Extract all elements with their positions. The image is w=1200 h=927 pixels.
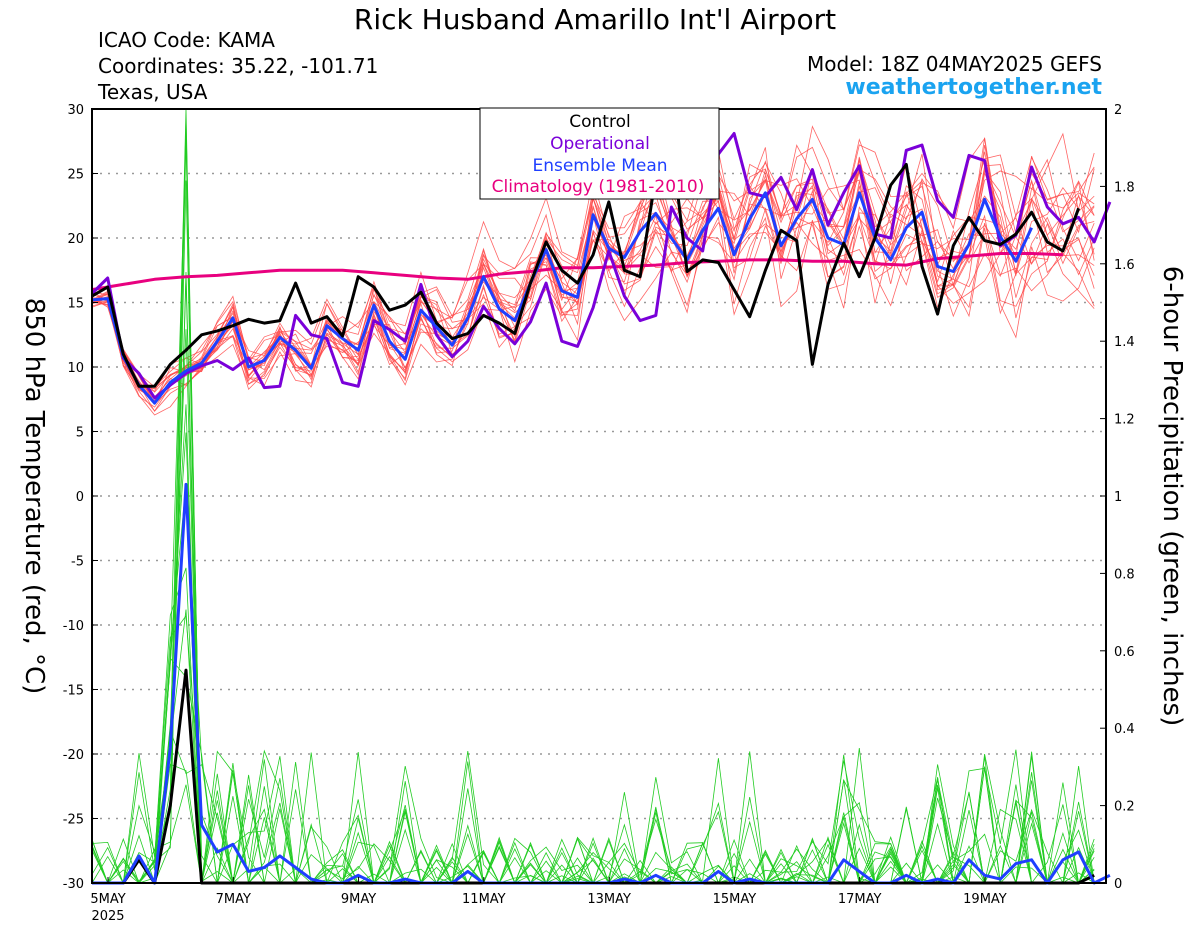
y-left-tick-label: 5 <box>76 426 84 441</box>
series-line-ensemble-mean-precipitation <box>92 482 1111 885</box>
y-left-tick-label: -15 <box>63 684 84 699</box>
icao-code: ICAO Code: KAMA <box>98 28 275 52</box>
precip-members <box>91 108 1095 885</box>
site-link[interactable]: weathertogether.net <box>845 75 1102 100</box>
model-run: Model: 18Z 04MAY2025 GEFS <box>807 52 1102 76</box>
y-right-tick-label: 1.4 <box>1114 335 1135 350</box>
y-right-tick-label: 0.8 <box>1114 567 1135 582</box>
series-line-control-precipitation <box>92 668 1095 885</box>
y-left-tick-label: 30 <box>67 103 84 118</box>
chart-title: Rick Husband Amarillo Int'l Airport <box>353 3 837 36</box>
legend-operational: Operational <box>550 134 650 154</box>
grid-lines <box>92 172 1106 820</box>
x-tick-label: 17MAY <box>838 892 882 907</box>
precip-member-line <box>92 108 1095 885</box>
x-tick-label: 11MAY <box>462 892 506 907</box>
x-tick-label: 19MAY <box>963 892 1007 907</box>
station-info: ICAO Code: KAMA Coordinates: 35.22, -101… <box>98 27 378 105</box>
x-tick-label: 15MAY <box>713 892 757 907</box>
y-right-tick-label: 0.2 <box>1114 800 1135 815</box>
y-right-tick-label: 0.6 <box>1114 645 1135 660</box>
series-line-climatology-1981-2010- <box>91 252 1063 292</box>
series-line-operational <box>90 132 1112 400</box>
y-right-tick-label: 0.4 <box>1114 722 1135 737</box>
precip-member-line <box>91 657 1095 885</box>
y-left-tick-label: 0 <box>76 490 84 505</box>
x-tick-label: 9MAY <box>341 892 376 907</box>
y-right-label: 6-hour Precipitation (green, inches) <box>1157 266 1187 726</box>
x-tick-label: 13MAY <box>587 892 631 907</box>
y-left-label: 850 hPa Temperature (red, °C) <box>19 298 49 695</box>
legend-climatology: Climatology (1981-2010) <box>492 177 705 197</box>
axes: 302520151050-5-10-15-20-25-3021.81.61.41… <box>63 103 1135 924</box>
y-left-tick-label: 10 <box>67 361 84 376</box>
series-line-control <box>91 139 1081 388</box>
x-year-label: 2025 <box>91 909 124 924</box>
location: Texas, USA <box>98 80 208 104</box>
y-left-tick-label: 15 <box>67 297 84 312</box>
y-left-tick-label: -5 <box>71 555 84 570</box>
y-left-tick-label: 20 <box>67 232 84 247</box>
legend-box <box>479 107 720 200</box>
precip-member-line <box>92 133 1095 884</box>
precip-member-line <box>91 271 1095 885</box>
x-tick-label: 5MAY <box>90 892 125 907</box>
precip-member-line <box>91 329 1095 885</box>
y-right-tick-label: 1.8 <box>1114 180 1135 195</box>
y-right-tick-label: 1.6 <box>1114 258 1135 273</box>
legend-ensemble-mean: Ensemble Mean <box>532 156 667 176</box>
precip-member-line <box>91 609 1095 885</box>
precip-member-line <box>92 492 1095 885</box>
y-left-tick-label: -25 <box>63 813 84 828</box>
y-right-tick-label: 2 <box>1114 103 1122 118</box>
temp-member-line <box>91 144 1095 405</box>
y-left-tick-label: 25 <box>67 168 84 183</box>
legend-control: Control <box>569 112 630 132</box>
coordinates: Coordinates: 35.22, -101.71 <box>98 54 379 78</box>
x-tick-label: 7MAY <box>216 892 251 907</box>
legend: Control Operational Ensemble Mean Climat… <box>479 107 720 200</box>
temp-member-line <box>91 178 1095 412</box>
y-right-tick-label: 1 <box>1114 490 1122 505</box>
y-left-tick-label: -20 <box>63 748 84 763</box>
y-right-tick-label: 0 <box>1114 877 1122 892</box>
y-left-tick-label: -30 <box>63 877 84 892</box>
y-right-tick-label: 1.2 <box>1114 413 1135 428</box>
y-left-tick-label: -10 <box>63 619 84 634</box>
